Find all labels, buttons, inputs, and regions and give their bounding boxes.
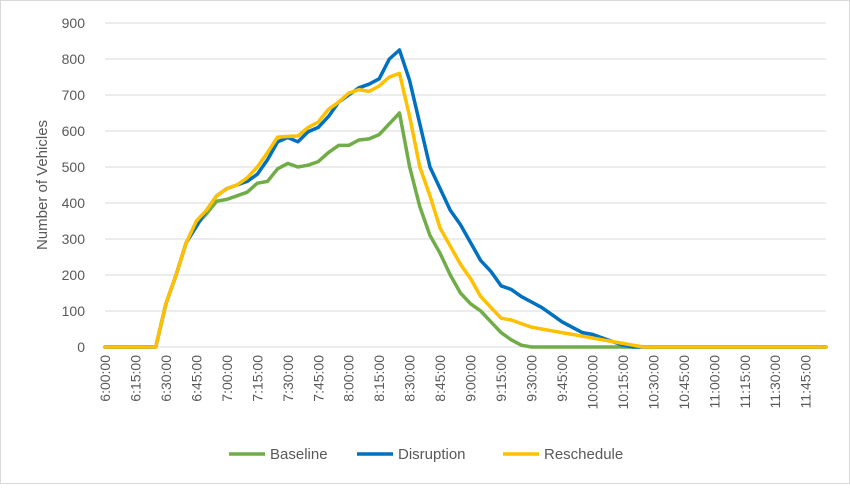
- x-tick-label: 6:00:00: [97, 355, 113, 402]
- x-tick-label: 6:30:00: [158, 355, 174, 402]
- x-tick-label: 11:30:00: [767, 355, 783, 409]
- x-tick-label: 8:15:00: [371, 355, 387, 402]
- legend-label: Baseline: [270, 446, 328, 463]
- y-tick-label: 500: [62, 159, 86, 175]
- series-line-reschedule: [103, 71, 828, 349]
- legend-label: Reschedule: [544, 446, 623, 463]
- x-tick-label: 6:45:00: [188, 355, 204, 402]
- x-tick-label: 10:45:00: [676, 355, 692, 410]
- y-tick-label: 900: [62, 15, 86, 31]
- y-axis-ticks: 0 100 200 300 400 500 600 700 800 900: [62, 15, 86, 355]
- y-axis-title: Number of Vehicles: [34, 120, 51, 250]
- y-tick-label: 200: [62, 267, 86, 283]
- x-tick-label: 7:30:00: [280, 355, 296, 402]
- legend-label: Disruption: [398, 446, 466, 463]
- y-tick-label: 600: [62, 123, 86, 139]
- legend-item-baseline: Baseline: [229, 446, 328, 463]
- legend: Baseline Disruption Reschedule: [229, 446, 623, 463]
- x-tick-label: 6:15:00: [127, 355, 143, 402]
- x-tick-label: 7:15:00: [249, 355, 265, 402]
- x-tick-label: 7:00:00: [219, 355, 235, 402]
- series-lines: [103, 48, 828, 349]
- x-tick-label: 9:30:00: [524, 355, 540, 402]
- gridlines: [105, 22, 826, 348]
- legend-item-disruption: Disruption: [357, 446, 466, 463]
- x-tick-label: 9:45:00: [554, 355, 570, 402]
- x-tick-label: 10:30:00: [645, 355, 661, 410]
- x-axis-ticks: 6:00:00 6:15:00 6:30:00 6:45:00 7:00:00 7:15:…: [97, 355, 814, 410]
- x-tick-label: 11:15:00: [737, 355, 753, 409]
- series-line-baseline: [103, 111, 828, 349]
- x-tick-label: 10:00:00: [584, 355, 600, 410]
- x-tick-label: 9:00:00: [463, 355, 479, 402]
- y-tick-label: 400: [62, 195, 86, 211]
- legend-item-reschedule: Reschedule: [503, 446, 623, 463]
- y-tick-label: 800: [62, 51, 86, 67]
- x-tick-label: 7:45:00: [310, 355, 326, 402]
- x-tick-label: 11:45:00: [798, 355, 814, 409]
- y-tick-label: 100: [62, 303, 86, 319]
- x-tick-label: 11:00:00: [706, 355, 722, 409]
- y-tick-label: 700: [62, 87, 86, 103]
- x-tick-label: 9:15:00: [493, 355, 509, 402]
- x-tick-label: 8:00:00: [341, 355, 357, 402]
- x-tick-label: 8:45:00: [432, 355, 448, 402]
- y-tick-label: 300: [62, 231, 86, 247]
- x-tick-label: 8:30:00: [402, 355, 418, 402]
- y-tick-label: 0: [77, 339, 85, 355]
- x-tick-label: 10:15:00: [615, 355, 631, 410]
